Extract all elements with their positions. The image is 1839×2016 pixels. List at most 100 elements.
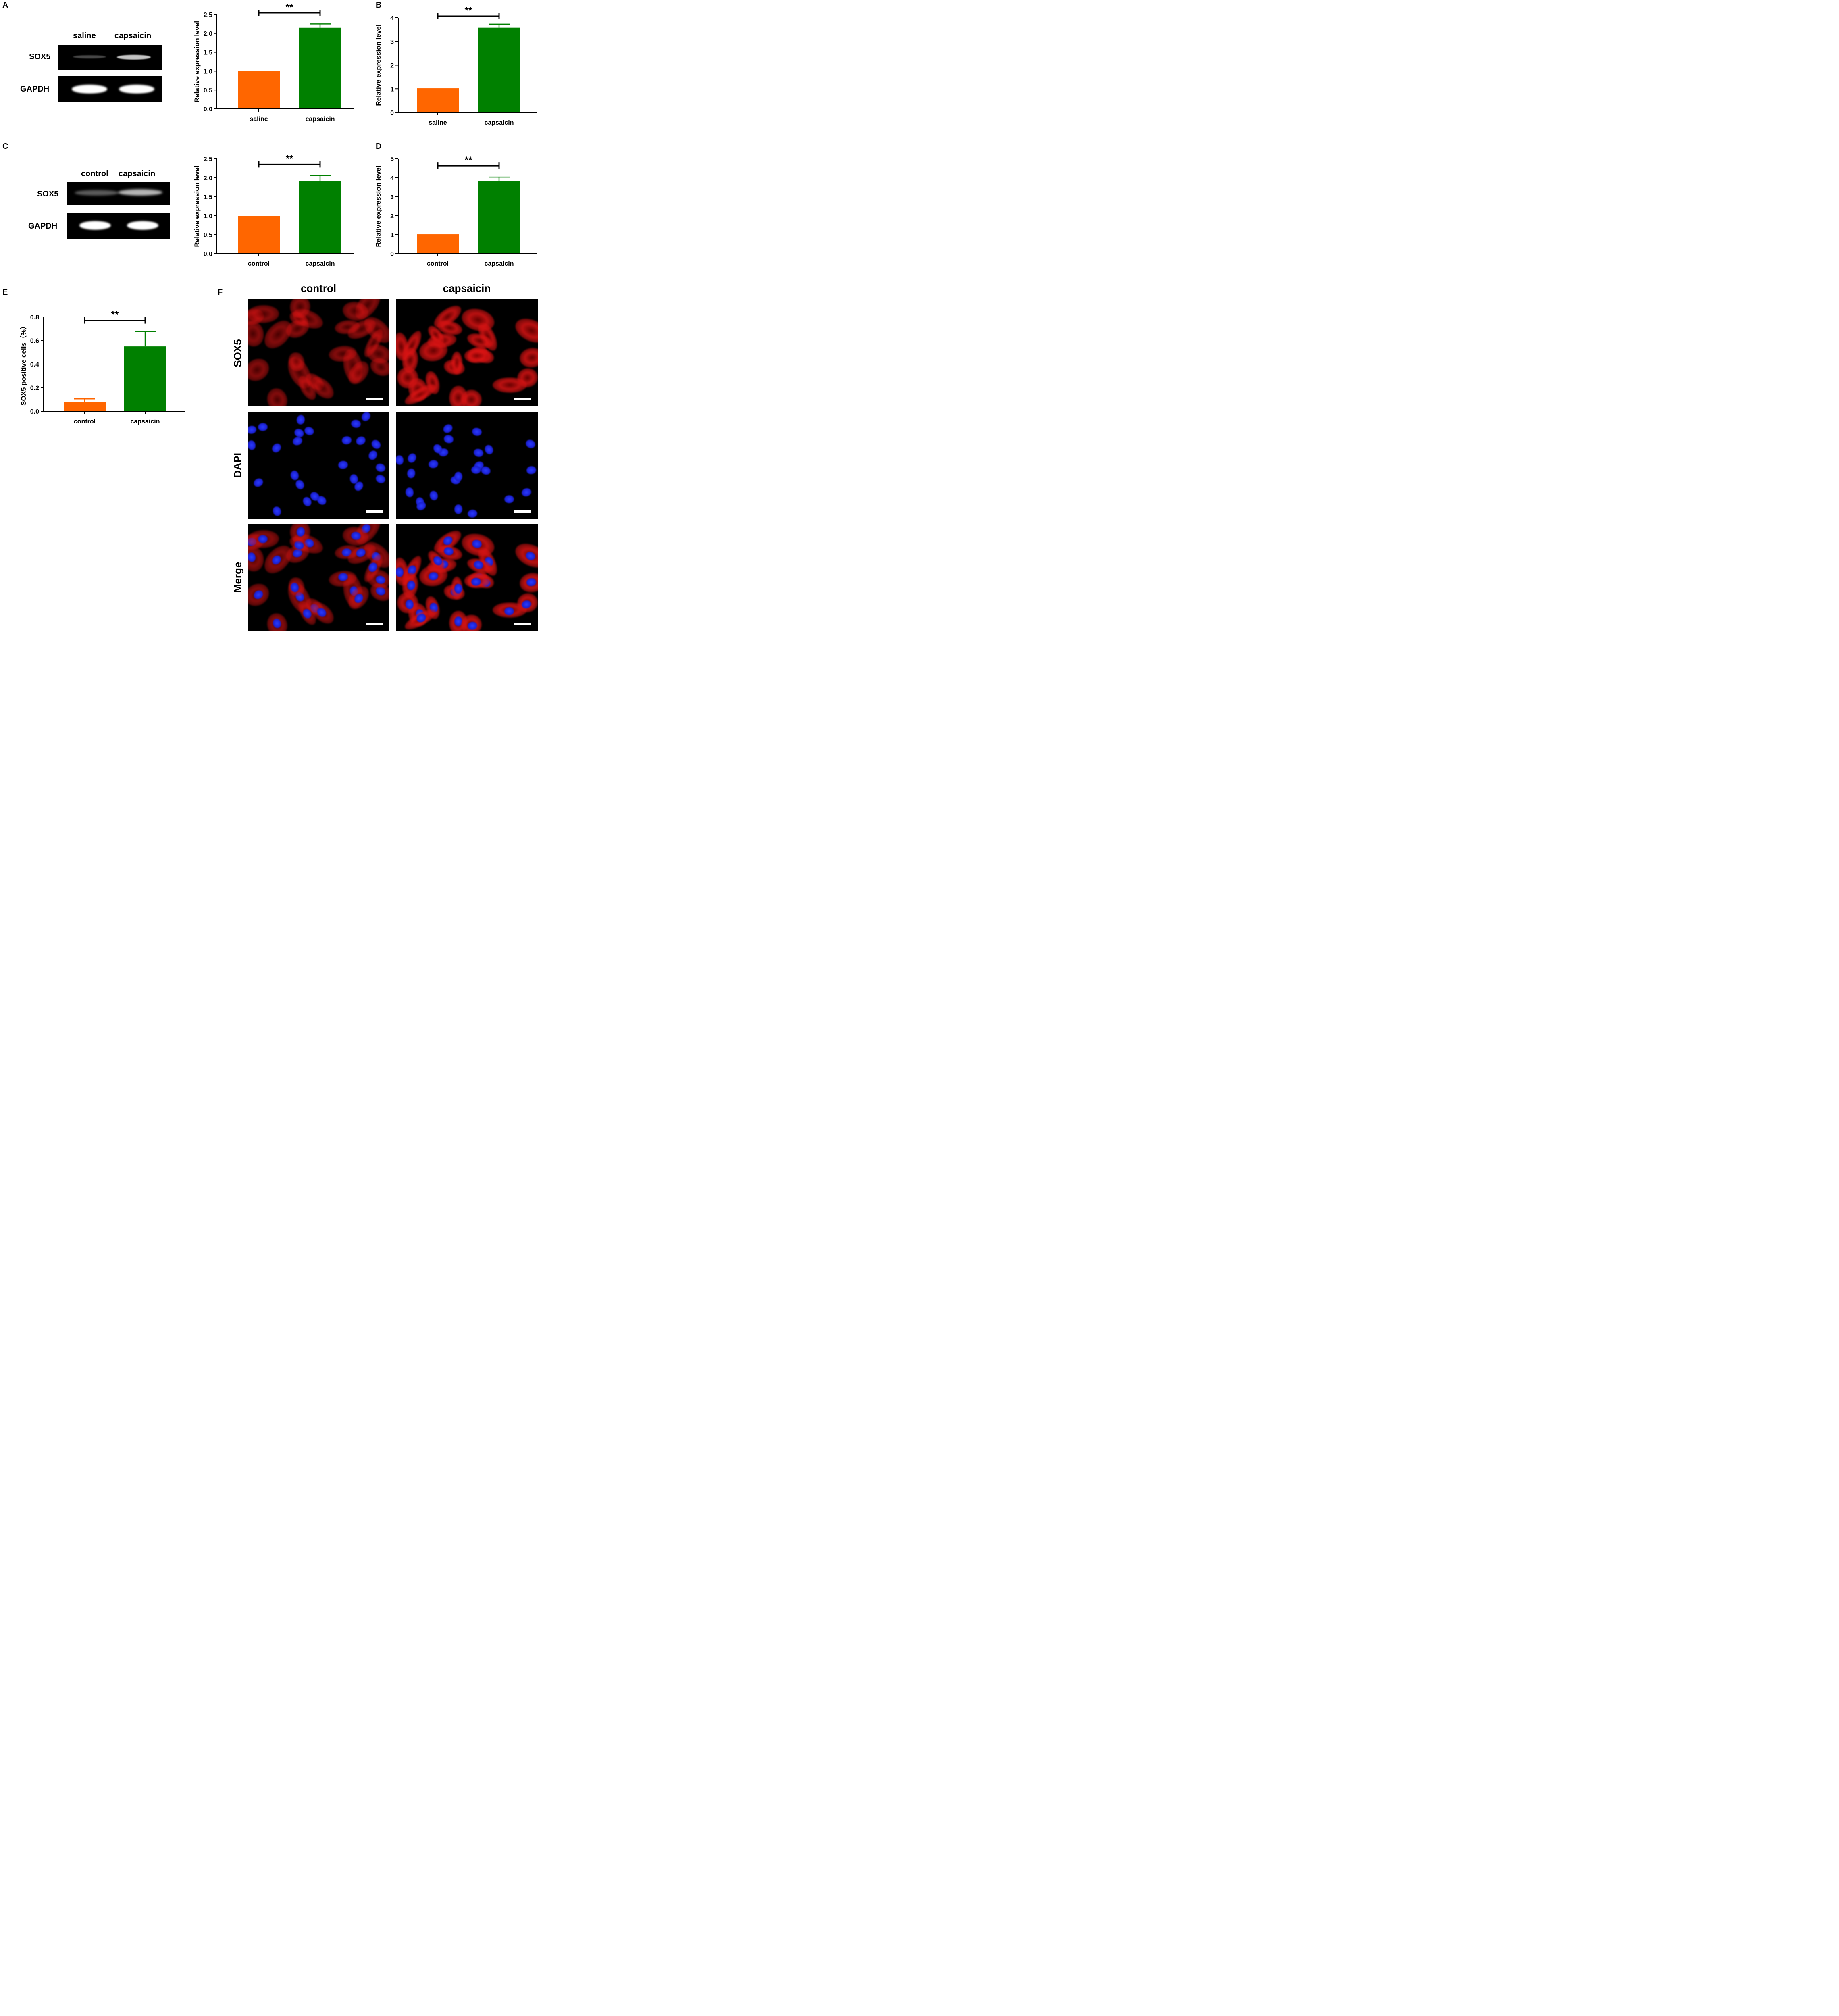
bar-chart-d: 0 1 2 3 4 5 control capsaicin Relative expressio…	[374, 152, 539, 273]
chart-svg: 0.0 0.5 1.0 1.5 2.0 2.5 control capsaicin Relati…	[193, 153, 354, 267]
cell-nucleus	[504, 495, 514, 503]
cell-nucleus	[271, 505, 283, 517]
blot-row-label: GAPDH	[20, 85, 50, 94]
micrograph-sox5-capsaicin	[396, 299, 538, 406]
cell-nucleus	[252, 476, 265, 489]
protein-band	[75, 190, 119, 196]
y-tick-label: 0.8	[30, 314, 39, 321]
blot-lane-label: capsaicin	[114, 31, 152, 40]
micrograph-merge-capsaicin	[396, 524, 538, 631]
significance-label: **	[465, 155, 472, 166]
protein-band	[127, 221, 158, 230]
bar-chart-b: 0 1 2 3 4 saline capsaicin Relative expression …	[374, 5, 539, 129]
cell-nucleus	[441, 423, 454, 435]
bar	[124, 346, 166, 411]
scale-bar	[514, 623, 531, 625]
x-tick-label: capsaicin	[306, 116, 335, 123]
cell-nucleus	[355, 435, 367, 447]
y-tick-label: 1.5	[204, 50, 212, 56]
cell-nucleus	[483, 443, 495, 456]
y-tick-label: 1	[390, 232, 394, 239]
micro-column-title: capsaicin	[443, 282, 491, 294]
y-tick-label: 0	[390, 251, 394, 258]
chart-svg: 0 1 2 3 4 5 control capsaicin Relative expressio…	[374, 155, 537, 267]
cell-nucleus	[291, 435, 304, 447]
protein-band	[72, 85, 107, 94]
panel-letter-a: A	[2, 1, 8, 10]
y-tick-label: 0.4	[30, 361, 39, 368]
y-tick-label: 4	[390, 15, 394, 22]
blot-row-label: SOX5	[37, 190, 59, 198]
micro-row-label: Merge	[231, 562, 244, 593]
y-tick-label: 2.0	[204, 175, 212, 182]
cell-nucleus	[337, 460, 349, 470]
cell-nucleus	[472, 448, 485, 458]
y-tick-label: 1	[390, 86, 394, 93]
bar	[238, 216, 280, 254]
significance-label: **	[111, 310, 119, 321]
y-tick-label: 0	[390, 110, 394, 117]
blot-row-label: GAPDH	[28, 222, 58, 231]
cell-nucleus	[526, 465, 537, 475]
cell-nucleus	[396, 454, 404, 466]
bar-chart-c: 0.0 0.5 1.0 1.5 2.0 2.5 control capsaicin Relati…	[193, 152, 355, 273]
bar	[417, 234, 459, 254]
bar	[238, 71, 280, 109]
panel-letter-c: C	[2, 142, 8, 151]
cell-nucleus	[289, 469, 300, 481]
micrograph-sox5-control	[248, 299, 389, 406]
panel-letter-b: B	[376, 1, 382, 10]
blot-strip-gapdh	[58, 76, 162, 102]
y-tick-label: 4	[390, 175, 394, 182]
cell-nucleus	[248, 425, 258, 435]
chart-svg: 0.0 0.2 0.4 0.6 0.8 control capsaicin SOX5 posi…	[19, 310, 185, 425]
x-tick-label: capsaicin	[485, 119, 514, 126]
scale-bar	[514, 510, 531, 513]
panel-letter-f: F	[218, 288, 223, 297]
y-tick-label: 0.0	[204, 106, 212, 113]
bar	[478, 27, 520, 112]
micrograph-dapi-control	[248, 412, 389, 519]
blot-strip-sox5	[58, 45, 162, 70]
y-tick-label: 1.5	[204, 194, 212, 201]
cell-nucleus	[296, 414, 306, 425]
blot-lane-label: saline	[73, 31, 96, 40]
y-axis-label: Relative expression level	[374, 24, 382, 106]
cell-nucleus	[303, 425, 316, 437]
micro-row-label: DAPI	[231, 452, 244, 478]
cell-cytoplasm	[518, 346, 538, 369]
cell-nucleus	[270, 442, 283, 454]
cell-nucleus	[350, 419, 362, 429]
y-tick-label: 1.0	[204, 68, 212, 75]
micro-row-label: SOX5	[231, 339, 244, 367]
cell-nucleus	[370, 438, 383, 451]
protein-band	[79, 221, 111, 230]
y-tick-label: 0.5	[204, 232, 212, 239]
cell-nucleus	[520, 487, 533, 498]
micrograph-dapi-capsaicin	[396, 412, 538, 519]
x-tick-label: control	[427, 260, 449, 267]
cell-cytoplasm	[451, 352, 463, 375]
micro-column-title: control	[300, 282, 337, 294]
cell-nucleus	[406, 468, 416, 479]
y-tick-label: 2.0	[204, 31, 212, 37]
y-tick-label: 0.6	[30, 338, 39, 345]
blot-row-label: SOX5	[29, 52, 51, 61]
cell-nucleus	[471, 427, 483, 437]
panel-letter-d: D	[376, 142, 382, 151]
x-tick-label: control	[74, 418, 96, 425]
y-tick-label: 0.5	[204, 87, 212, 94]
cell-nucleus	[504, 607, 514, 615]
micrograph-merge-control	[248, 524, 389, 631]
y-tick-label: 0.0	[204, 251, 212, 258]
cell-nucleus	[374, 473, 387, 485]
bar-chart-a: 0.0 0.5 1.0 1.5 2.0 2.5 saline capsaicin Relativ…	[193, 2, 355, 129]
cell-nucleus	[524, 438, 537, 450]
cell-nucleus	[293, 427, 306, 439]
cell-nucleus	[454, 504, 463, 514]
bar	[64, 402, 106, 411]
y-tick-label: 2	[390, 62, 394, 69]
y-tick-label: 0.0	[30, 408, 39, 415]
significance-label: **	[465, 5, 472, 16]
chart-svg: 0 1 2 3 4 saline capsaicin Relative expression …	[374, 5, 537, 126]
